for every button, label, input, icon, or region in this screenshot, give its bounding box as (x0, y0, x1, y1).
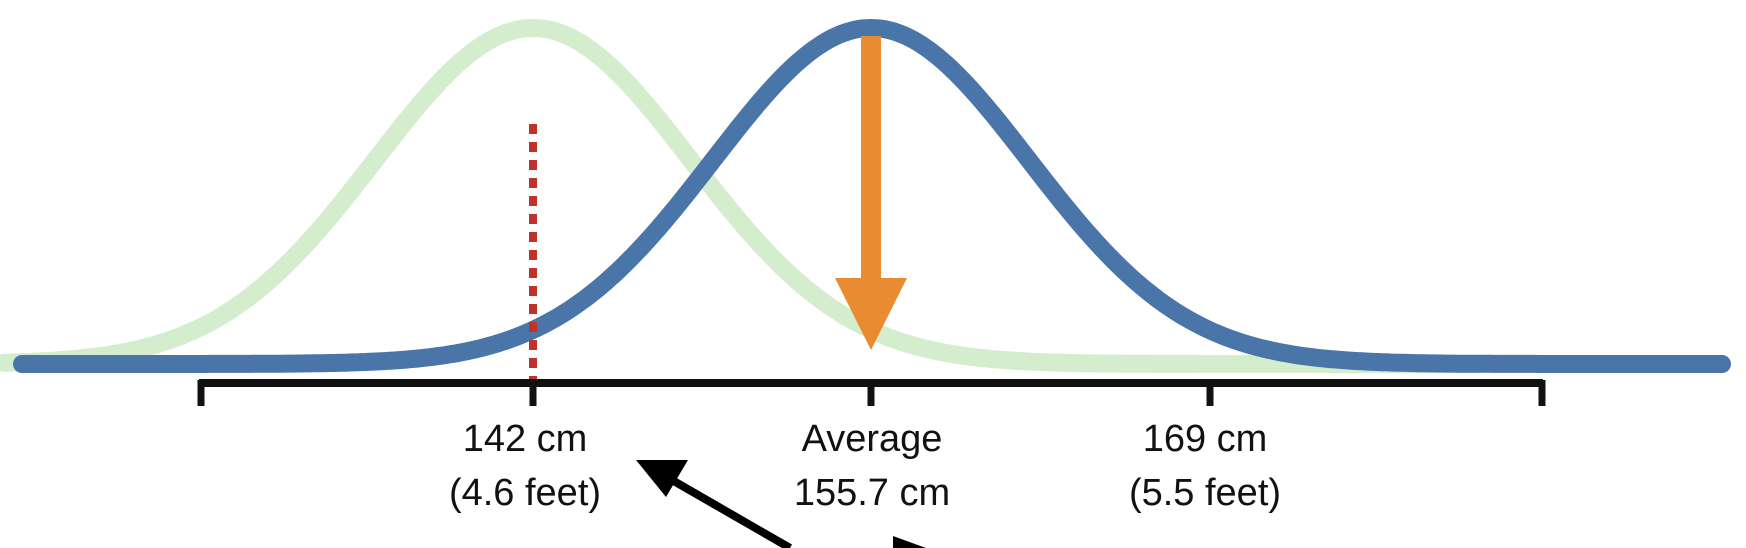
average-distribution-curve (13, 18, 1731, 373)
label-169-cm: 169 cm (1143, 418, 1268, 460)
average-arrow-head (835, 278, 907, 350)
label-142-cm: 142 cm (463, 418, 588, 460)
pointer-arrow-left-shaft (670, 476, 792, 548)
height-axis (197, 379, 1546, 406)
label-142-feet: (4.6 feet) (449, 472, 601, 514)
pointer-arrow-left-head (636, 460, 688, 497)
label-average: Average (802, 418, 943, 460)
label-169-feet: (5.5 feet) (1129, 472, 1281, 514)
pointer-arrow-right-head (893, 536, 926, 548)
pointer-arrow-left (636, 460, 792, 548)
shifted-distribution-curve (0, 18, 1489, 373)
average-arrow-shaft (861, 36, 881, 298)
label-average-value: 155.7 cm (794, 472, 950, 514)
average-arrow (835, 36, 907, 350)
